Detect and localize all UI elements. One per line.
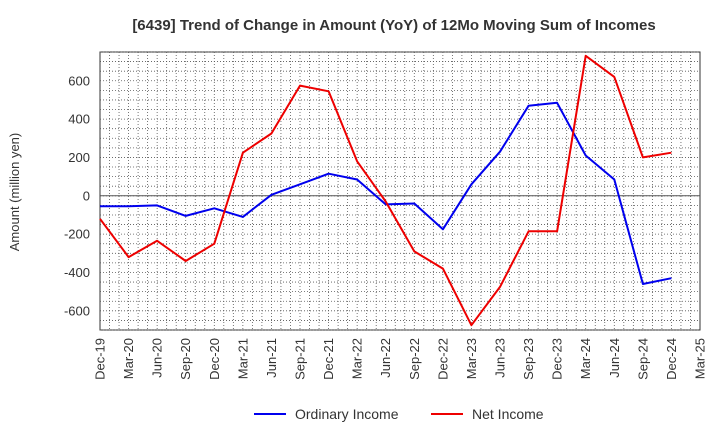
x-tick-label: Dec-22 (435, 338, 450, 380)
x-tick-label: Jun-22 (378, 338, 393, 378)
x-tick-label: Sep-20 (178, 338, 193, 380)
x-tick-label: Dec-20 (207, 338, 222, 380)
x-tick-label: Sep-23 (521, 338, 536, 380)
x-tick-label: Mar-22 (350, 338, 365, 379)
x-tick-label: Mar-25 (693, 338, 708, 379)
x-tick-label: Jun-23 (493, 338, 508, 378)
y-tick-label: 600 (68, 73, 90, 88)
series-lines (99, 54, 672, 327)
x-tick-label: Dec-21 (321, 338, 336, 380)
x-tick-label: Mar-23 (464, 338, 479, 379)
x-tick-label: Dec-23 (550, 338, 565, 380)
series-line-ordinary-income (100, 101, 672, 285)
y-tick-label: 200 (68, 150, 90, 165)
y-tick-label: -600 (64, 303, 90, 318)
legend-label-net-income: Net Income (472, 406, 544, 422)
legend: Ordinary Income Net Income (254, 406, 544, 422)
x-tick-labels: Dec-19 Mar-20 Jun-20 Sep-20 Dec-20 Mar-21 Jun-… (93, 338, 708, 380)
y-tick-labels: 600 400 200 0 -200 -400 -600 (64, 73, 90, 318)
x-tick-label: Dec-19 (93, 338, 108, 380)
x-tick-label: Sep-22 (407, 338, 422, 380)
x-tick-label: Dec-24 (664, 338, 679, 380)
x-tick-label: Jun-24 (607, 338, 622, 378)
x-tick-label: Sep-21 (293, 338, 308, 380)
x-tick-label: Jun-20 (150, 338, 165, 378)
y-axis-label: Amount (million yen) (7, 133, 22, 252)
y-tick-label: 400 (68, 112, 90, 127)
x-tick-label: Jun-21 (264, 338, 279, 378)
x-tick-label: Mar-24 (578, 338, 593, 379)
legend-label-ordinary-income: Ordinary Income (295, 406, 399, 422)
chart-title: [6439] Trend of Change in Amount (YoY) o… (132, 17, 655, 34)
x-tick-label: Mar-20 (121, 338, 136, 379)
x-tick-label: Mar-21 (235, 338, 250, 379)
y-tick-label: 0 (83, 188, 90, 203)
plot-area (99, 51, 701, 331)
series-line-net-income (99, 54, 672, 327)
x-tick-label: Sep-24 (635, 338, 650, 380)
y-tick-label: -400 (64, 265, 90, 280)
grid (99, 51, 701, 331)
y-tick-label: -200 (64, 227, 90, 242)
